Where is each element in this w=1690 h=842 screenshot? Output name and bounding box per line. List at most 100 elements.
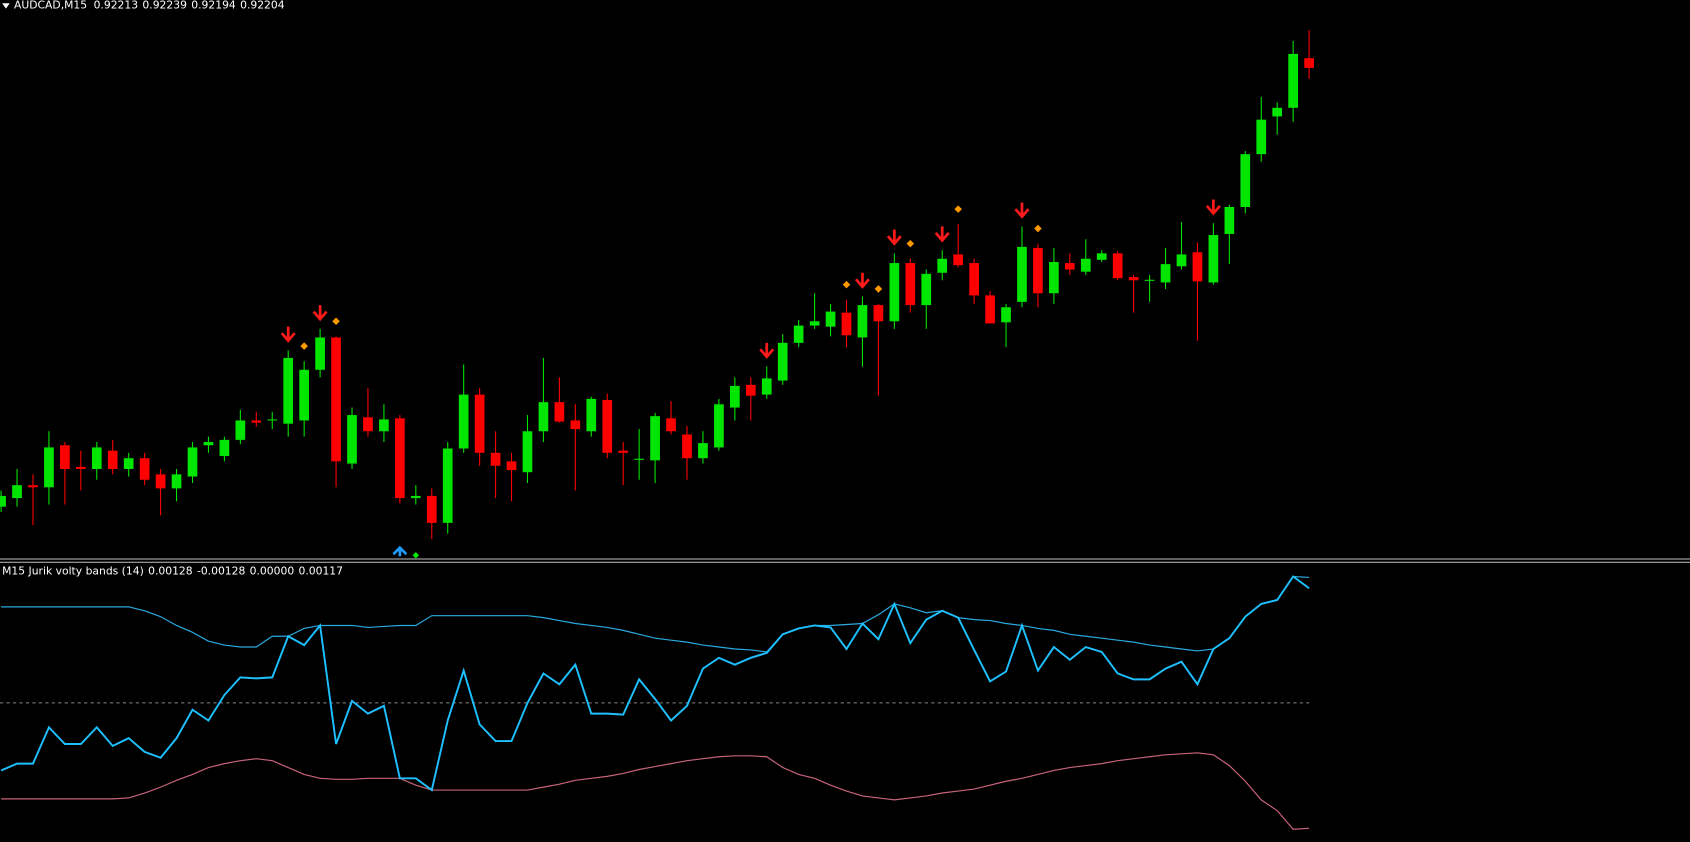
candle-body bbox=[1049, 261, 1059, 294]
candle-body bbox=[714, 404, 724, 448]
candle-body bbox=[1176, 254, 1187, 267]
candle-body bbox=[522, 431, 533, 473]
candle-body bbox=[969, 263, 979, 296]
level-value: 0.00000 bbox=[250, 564, 295, 577]
sell-arrow bbox=[312, 305, 328, 322]
candle-body bbox=[1112, 253, 1123, 279]
candle-body bbox=[793, 325, 804, 343]
candle-body bbox=[538, 402, 549, 432]
candle-body bbox=[0, 495, 6, 507]
candle-body bbox=[75, 466, 86, 469]
high-value: 0.92239 bbox=[142, 0, 187, 11]
candle-body bbox=[203, 442, 214, 446]
sell-arrow bbox=[1205, 199, 1221, 216]
candle-body bbox=[570, 420, 581, 430]
candle-body bbox=[698, 443, 708, 459]
candle-body bbox=[905, 263, 916, 306]
candle-body bbox=[825, 311, 836, 327]
candle-body bbox=[618, 450, 629, 453]
candle-body bbox=[602, 399, 613, 453]
sell-diamond bbox=[1034, 224, 1042, 233]
candle-body bbox=[1192, 252, 1203, 282]
sell-diamond bbox=[300, 342, 308, 350]
candle-body bbox=[395, 418, 405, 499]
candle-body bbox=[44, 447, 54, 488]
candle-body bbox=[1288, 53, 1299, 108]
candle-body bbox=[1240, 154, 1251, 207]
price-header: AUDCAD,M15 0.92213 0.92239 0.92194 0.92204 bbox=[14, 0, 285, 11]
candle-body bbox=[60, 445, 70, 469]
indicator-header: M15 Jurik volty bands (14) 0.00128 -0.0012… bbox=[2, 564, 343, 577]
sell-arrow bbox=[759, 342, 775, 359]
indicator-name: M15 Jurik volty bands (14) bbox=[2, 564, 144, 577]
candle-body bbox=[379, 419, 389, 432]
candle-body bbox=[586, 398, 597, 432]
sell-diamond bbox=[906, 239, 915, 248]
candle-body bbox=[474, 394, 485, 453]
sell-arrow bbox=[854, 272, 870, 289]
candle-body bbox=[1160, 264, 1171, 283]
candle-body bbox=[761, 378, 772, 395]
candle-body bbox=[12, 485, 22, 499]
sell-diamond bbox=[874, 285, 883, 293]
candle-body bbox=[953, 254, 964, 266]
candle-body bbox=[1224, 206, 1235, 234]
sell-arrow bbox=[280, 326, 296, 343]
candle-body bbox=[1256, 119, 1267, 155]
upper-value: 0.00128 bbox=[148, 564, 193, 577]
candle-body bbox=[490, 452, 501, 466]
volty-line bbox=[0, 575, 1310, 792]
candle-body bbox=[682, 434, 692, 459]
candle-body bbox=[1208, 235, 1219, 283]
candle-body bbox=[937, 258, 948, 273]
candle-body bbox=[458, 394, 469, 449]
candle-body bbox=[841, 312, 852, 336]
candle-body bbox=[171, 474, 182, 489]
menu-triangle[interactable] bbox=[2, 3, 10, 9]
volty-band bbox=[1, 575, 1310, 653]
candle-body bbox=[91, 447, 102, 469]
open-value: 0.92213 bbox=[94, 0, 139, 11]
candle-body bbox=[1304, 58, 1314, 68]
candle-body bbox=[267, 419, 278, 421]
candle-body bbox=[809, 321, 820, 326]
candle-body bbox=[777, 342, 788, 381]
candle-body bbox=[139, 458, 150, 480]
candle-body bbox=[107, 450, 118, 469]
candle-body bbox=[1017, 246, 1027, 302]
candle-body bbox=[363, 417, 373, 432]
candle-body bbox=[554, 402, 565, 422]
lower-value: -0.00128 bbox=[197, 564, 246, 577]
buy-arrow bbox=[392, 545, 408, 557]
candle-body bbox=[666, 418, 676, 432]
buy-diamond bbox=[412, 551, 420, 559]
candle-body bbox=[857, 305, 868, 338]
candle-body bbox=[283, 357, 294, 424]
candle-body bbox=[745, 384, 756, 396]
candle-body bbox=[1096, 253, 1107, 260]
candle-body bbox=[1128, 277, 1139, 281]
candle-body bbox=[1080, 258, 1091, 272]
candle-body bbox=[410, 495, 421, 499]
candle-body bbox=[28, 485, 38, 488]
candle-body bbox=[347, 415, 357, 464]
candle-body bbox=[315, 337, 325, 370]
sell-arrow bbox=[886, 229, 902, 246]
low-value: 0.92194 bbox=[191, 0, 236, 11]
sell-arrow bbox=[1014, 202, 1030, 219]
volty-band bbox=[1, 752, 1310, 830]
sell-arrow bbox=[934, 226, 950, 243]
candle-body bbox=[921, 273, 932, 306]
candle-body bbox=[650, 416, 660, 461]
sell-diamond bbox=[842, 280, 851, 289]
symbol: AUDCAD,M15 bbox=[14, 0, 87, 11]
candle-body bbox=[729, 385, 740, 408]
candle-body bbox=[1064, 263, 1075, 270]
close-value: 0.92204 bbox=[240, 0, 285, 11]
candle-body bbox=[1001, 307, 1011, 323]
candle-body bbox=[889, 263, 900, 322]
sell-diamond bbox=[954, 205, 962, 213]
